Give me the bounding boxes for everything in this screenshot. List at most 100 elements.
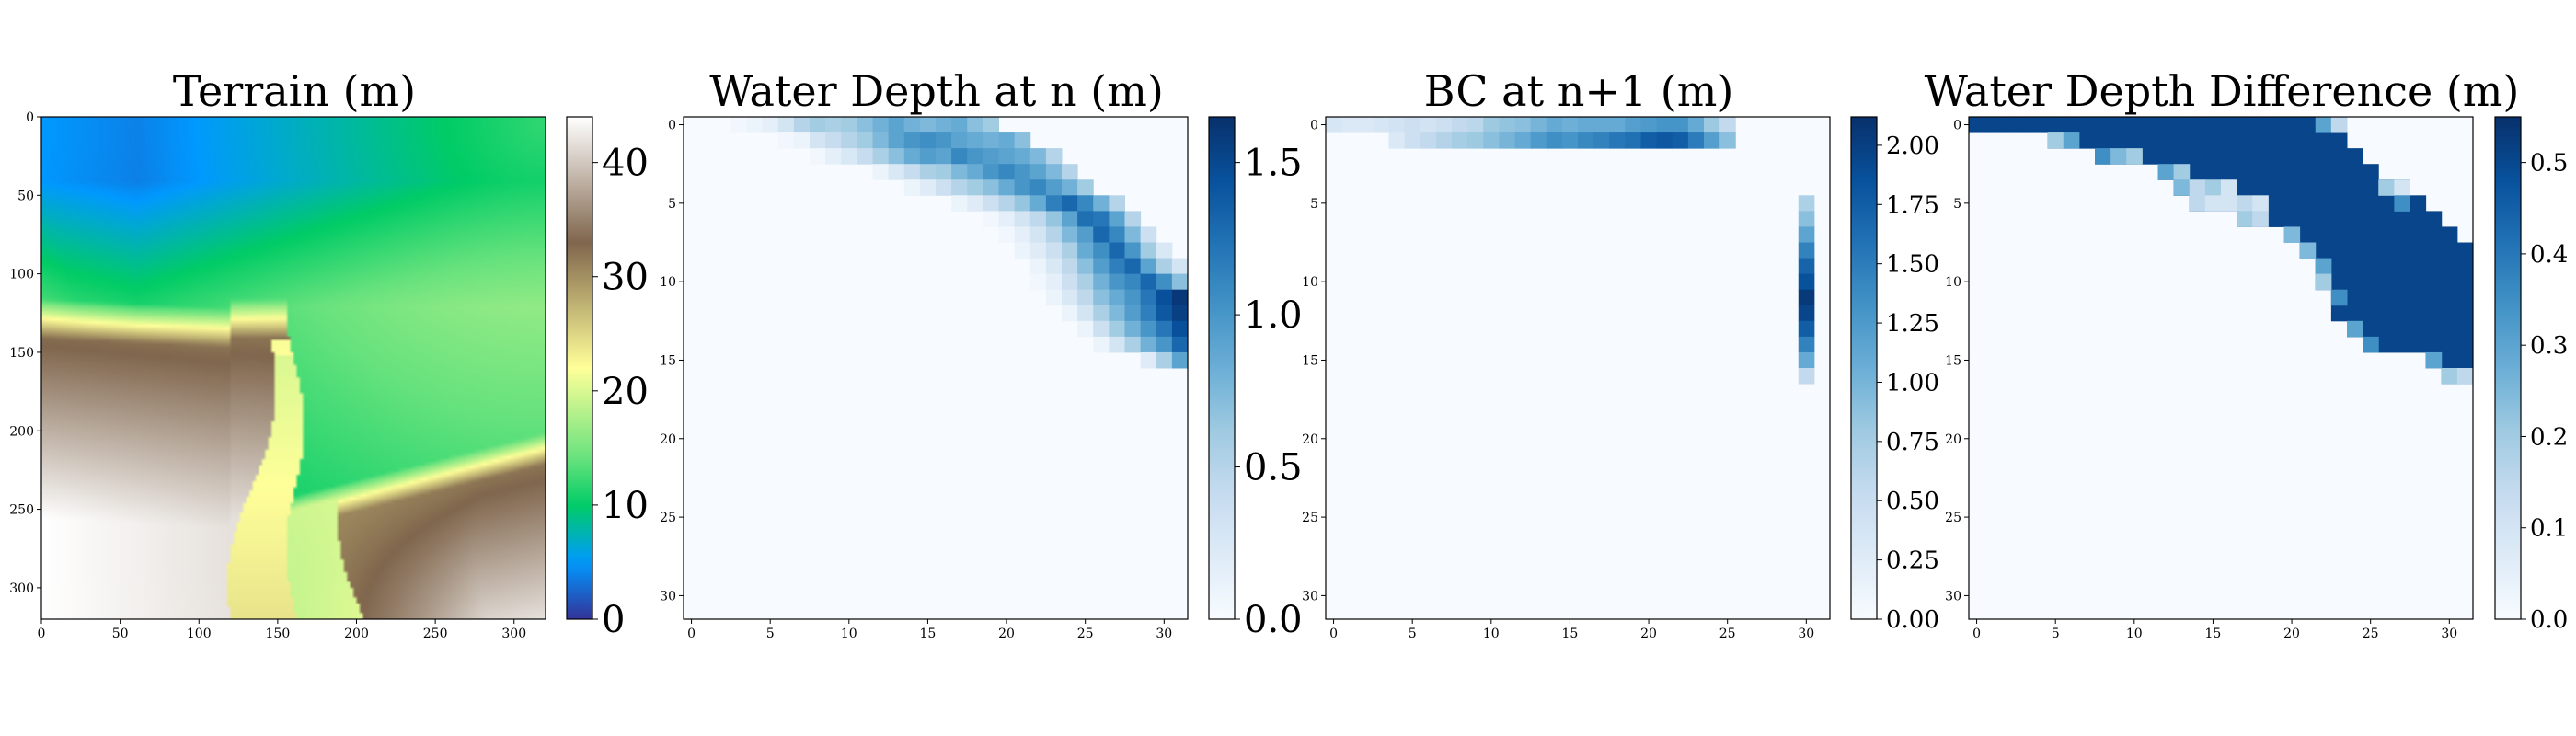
difference-cell [2330, 226, 2348, 243]
bc-colorbar [1851, 117, 1877, 619]
water-depth-cell [1014, 195, 1031, 212]
water-depth-cell [1093, 211, 1110, 227]
difference-cell [2126, 132, 2143, 149]
water-depth-cell [872, 117, 890, 133]
water-depth-cell [1156, 258, 1173, 275]
bc-cell [1798, 258, 1815, 275]
water-depth-x-tick-label: 10 [841, 627, 857, 641]
difference-cell [2330, 258, 2348, 275]
water-depth-cell [1124, 226, 1142, 243]
difference-cell [2409, 273, 2427, 291]
difference-cell [2363, 258, 2379, 275]
difference-cell [2237, 164, 2253, 180]
water-depth-cell [967, 117, 983, 133]
water-depth-x-tick-label: 25 [1077, 627, 1094, 641]
difference-cell [2330, 305, 2348, 322]
water-depth-cell [951, 164, 968, 180]
difference-cell [2456, 320, 2474, 338]
bc-cell [1609, 132, 1626, 149]
difference-cell [2330, 273, 2348, 291]
difference-cell [2315, 195, 2332, 212]
difference-cell [2456, 258, 2474, 275]
difference-cell [2237, 132, 2253, 149]
bc-colorbar-tick-label: 1.25 [1886, 310, 1939, 338]
water-depth-cell [983, 211, 999, 227]
water-depth-cell [1029, 164, 1047, 180]
difference-cell [2441, 273, 2458, 291]
water-depth-cell [1077, 179, 1094, 196]
water-depth-cell [951, 179, 968, 196]
water-depth-cell [936, 148, 952, 165]
difference-cell [2330, 289, 2348, 306]
difference-cell [2268, 179, 2284, 196]
difference-cell [2173, 164, 2191, 180]
difference-cell [2441, 242, 2458, 259]
water-depth-colorbar-tick-label: 0.0 [1244, 599, 1303, 641]
terrain-y-tick-label: 50 [17, 189, 34, 203]
water-depth-cell [1093, 226, 1110, 243]
difference-cell [2330, 132, 2348, 149]
water-depth-cell [903, 164, 921, 180]
difference-cell [2299, 226, 2317, 243]
difference-cell [2204, 179, 2222, 196]
water-depth-cell [1029, 179, 1047, 196]
water-depth-cell [919, 179, 937, 196]
difference-cell [2221, 179, 2237, 196]
bc-cell [1656, 117, 1673, 133]
bc-y-tick-label: 5 [1310, 197, 1318, 212]
difference-cell [2063, 117, 2080, 133]
water-depth-cell [1109, 320, 1125, 338]
difference-cell [2237, 148, 2253, 165]
water-depth-cell [998, 132, 1016, 149]
terrain-x-tick-label: 250 [423, 627, 448, 641]
difference-cell [2157, 117, 2175, 133]
difference-cell [2110, 117, 2127, 133]
difference-cell [2347, 148, 2363, 165]
difference-cell [2378, 226, 2395, 243]
bc-y-tick-label: 20 [1302, 432, 1318, 447]
water-depth-cell [888, 132, 905, 149]
water-depth-cell [1093, 258, 1110, 275]
water-depth-cell [1171, 273, 1189, 291]
difference-cell [2252, 195, 2269, 212]
bc-cell [1561, 117, 1579, 133]
bc-cell [1798, 336, 1815, 353]
water-depth-cell [1109, 211, 1125, 227]
terrain-x-tick-label: 100 [187, 627, 212, 641]
difference-cell [2095, 117, 2111, 133]
difference-cell [2394, 320, 2410, 338]
difference-cell [2347, 320, 2363, 338]
terrain-y-tick-label: 0 [26, 110, 34, 125]
water-depth-cell [936, 179, 952, 196]
bc-cell [1578, 117, 1594, 133]
difference-cell [2409, 305, 2427, 322]
terrain-y-tick-label: 200 [9, 424, 34, 439]
difference-cell [2330, 164, 2348, 180]
bc-cell [1798, 368, 1815, 385]
terrain-colorbar-tick-label: 0 [602, 599, 625, 641]
water-depth-cell [1124, 320, 1142, 338]
bc-colorbar-frame [1850, 116, 1878, 620]
difference-cell [2204, 148, 2222, 165]
bc-cell [1388, 117, 1406, 133]
water-depth-cell [1109, 226, 1125, 243]
water-depth-cell [951, 117, 968, 133]
difference-cell [2299, 195, 2317, 212]
difference-cell [2441, 351, 2458, 369]
water-depth-cell [1109, 195, 1125, 212]
difference-cell [2252, 164, 2269, 180]
difference-cell [2252, 132, 2269, 149]
water-depth-cell [998, 148, 1016, 165]
difference-cell [2157, 132, 2175, 149]
terrain-y-tick-label: 150 [9, 346, 34, 361]
water-depth-cell [1171, 305, 1189, 322]
difference-colorbar [2495, 117, 2521, 619]
difference-cell [2063, 132, 2080, 149]
bc-cell [1798, 226, 1815, 243]
difference-cell [2425, 320, 2443, 338]
difference-colorbar-tick-label: 0.2 [2530, 423, 2568, 451]
water-depth-colorbar-tick-label: 1.0 [1244, 294, 1303, 337]
bc-colorbar-tick-label: 0.50 [1886, 488, 1939, 515]
water-depth-cell [1093, 320, 1110, 338]
water-depth-cell [1014, 211, 1031, 227]
